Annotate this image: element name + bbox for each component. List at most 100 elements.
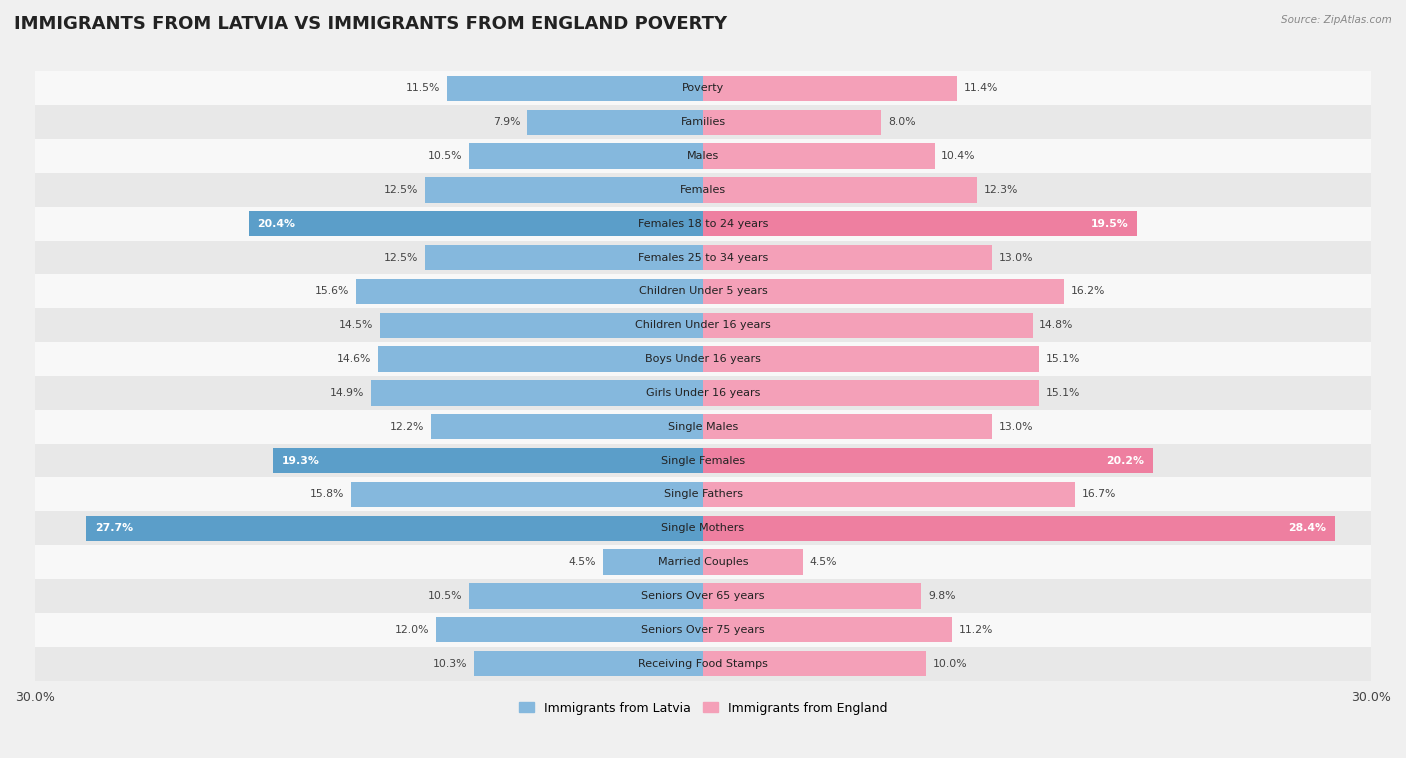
Bar [703,279,1064,304]
Bar [35,342,1371,376]
Text: IMMIGRANTS FROM LATVIA VS IMMIGRANTS FROM ENGLAND POVERTY: IMMIGRANTS FROM LATVIA VS IMMIGRANTS FRO… [14,15,727,33]
Text: 11.4%: 11.4% [963,83,998,93]
Text: 10.5%: 10.5% [427,591,463,601]
Text: 14.8%: 14.8% [1039,320,1074,330]
Text: Children Under 5 years: Children Under 5 years [638,287,768,296]
Text: Girls Under 16 years: Girls Under 16 years [645,388,761,398]
Text: 11.5%: 11.5% [406,83,440,93]
Text: 19.5%: 19.5% [1091,219,1129,229]
Text: 12.5%: 12.5% [384,185,418,195]
Text: 15.6%: 15.6% [315,287,349,296]
Bar [703,550,803,575]
Bar [356,279,703,304]
Text: 14.5%: 14.5% [339,320,374,330]
Bar [527,109,703,135]
Bar [35,207,1371,240]
Text: 19.3%: 19.3% [283,456,321,465]
Text: 7.9%: 7.9% [494,117,520,127]
Text: Single Fathers: Single Fathers [664,490,742,500]
Bar [35,376,1371,410]
Text: 4.5%: 4.5% [568,557,596,567]
Bar [352,482,703,507]
Bar [425,177,703,202]
Text: Receiving Food Stamps: Receiving Food Stamps [638,659,768,669]
Bar [474,651,703,676]
Text: 12.2%: 12.2% [391,421,425,432]
Text: 9.8%: 9.8% [928,591,956,601]
Text: Married Couples: Married Couples [658,557,748,567]
Bar [371,381,703,406]
Bar [35,478,1371,512]
Text: 15.8%: 15.8% [311,490,344,500]
Bar [35,579,1371,613]
Bar [703,211,1137,236]
Bar [470,583,703,609]
Bar [703,617,952,643]
Bar [35,443,1371,478]
Bar [35,512,1371,545]
Bar [86,515,703,541]
Bar [703,312,1032,338]
Bar [703,109,882,135]
Text: 16.7%: 16.7% [1081,490,1116,500]
Text: 13.0%: 13.0% [1000,421,1033,432]
Text: 11.2%: 11.2% [959,625,994,634]
Bar [447,76,703,101]
Bar [703,482,1076,507]
Legend: Immigrants from Latvia, Immigrants from England: Immigrants from Latvia, Immigrants from … [519,702,887,715]
Text: 12.5%: 12.5% [384,252,418,262]
Bar [603,550,703,575]
Text: Boys Under 16 years: Boys Under 16 years [645,354,761,364]
Bar [436,617,703,643]
Text: 15.1%: 15.1% [1046,354,1080,364]
Text: Females: Females [681,185,725,195]
Text: Single Males: Single Males [668,421,738,432]
Text: Poverty: Poverty [682,83,724,93]
Bar [380,312,703,338]
Text: Seniors Over 65 years: Seniors Over 65 years [641,591,765,601]
Text: 27.7%: 27.7% [96,523,134,534]
Text: Females 25 to 34 years: Females 25 to 34 years [638,252,768,262]
Bar [432,414,703,440]
Bar [703,651,925,676]
Text: 20.2%: 20.2% [1107,456,1144,465]
Bar [35,105,1371,139]
Text: Children Under 16 years: Children Under 16 years [636,320,770,330]
Text: Single Mothers: Single Mothers [661,523,745,534]
Text: 28.4%: 28.4% [1288,523,1326,534]
Bar [703,448,1153,473]
Bar [35,647,1371,681]
Text: Single Females: Single Females [661,456,745,465]
Text: Families: Families [681,117,725,127]
Bar [35,71,1371,105]
Text: Males: Males [688,151,718,161]
Bar [703,515,1336,541]
Bar [703,177,977,202]
Text: 14.9%: 14.9% [330,388,364,398]
Text: 20.4%: 20.4% [257,219,295,229]
Bar [703,76,957,101]
Text: Females 18 to 24 years: Females 18 to 24 years [638,219,768,229]
Bar [703,346,1039,371]
Bar [35,545,1371,579]
Bar [703,414,993,440]
Bar [425,245,703,271]
Text: Seniors Over 75 years: Seniors Over 75 years [641,625,765,634]
Bar [35,173,1371,207]
Text: 10.5%: 10.5% [427,151,463,161]
Bar [378,346,703,371]
Bar [35,410,1371,443]
Text: 12.0%: 12.0% [395,625,429,634]
Bar [35,240,1371,274]
Bar [703,583,921,609]
Bar [703,143,935,169]
Text: 15.1%: 15.1% [1046,388,1080,398]
Bar [35,139,1371,173]
Text: 10.3%: 10.3% [433,659,467,669]
Text: 8.0%: 8.0% [887,117,915,127]
Text: Source: ZipAtlas.com: Source: ZipAtlas.com [1281,15,1392,25]
Text: 14.6%: 14.6% [337,354,371,364]
Bar [35,274,1371,309]
Bar [470,143,703,169]
Bar [35,309,1371,342]
